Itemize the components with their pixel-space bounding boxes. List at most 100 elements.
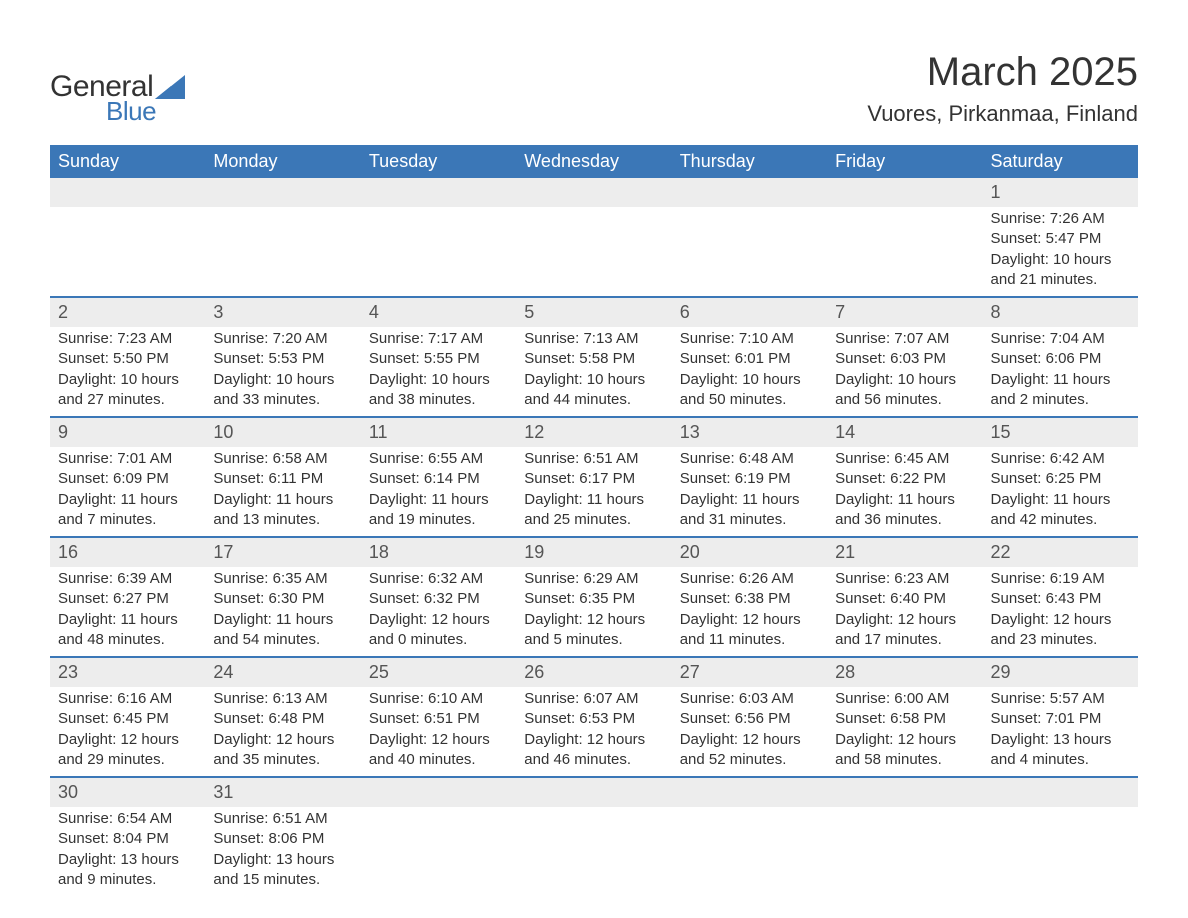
detail-line: Sunrise: 7:23 AM	[58, 329, 197, 349]
detail-line: Daylight: 10 hours and 44 minutes.	[524, 370, 663, 411]
detail-line: Daylight: 12 hours and 5 minutes.	[524, 610, 663, 651]
day-number	[672, 777, 827, 807]
detail-line: Sunrise: 5:57 AM	[991, 689, 1130, 709]
detail-line: Sunrise: 7:13 AM	[524, 329, 663, 349]
day-details: Sunrise: 6:42 AMSunset: 6:25 PMDaylight:…	[983, 447, 1138, 537]
day-number: 14	[827, 417, 982, 447]
detail-line: Sunrise: 6:29 AM	[524, 569, 663, 589]
day-number	[361, 178, 516, 207]
day-details: Sunrise: 7:26 AMSunset: 5:47 PMDaylight:…	[983, 207, 1138, 297]
details-row: Sunrise: 7:01 AMSunset: 6:09 PMDaylight:…	[50, 447, 1138, 537]
day-number: 4	[361, 297, 516, 327]
detail-line: Daylight: 11 hours and 31 minutes.	[680, 490, 819, 531]
details-row: Sunrise: 7:23 AMSunset: 5:50 PMDaylight:…	[50, 327, 1138, 417]
detail-line: Daylight: 10 hours and 27 minutes.	[58, 370, 197, 411]
detail-line: Sunrise: 6:10 AM	[369, 689, 508, 709]
detail-line: Daylight: 12 hours and 11 minutes.	[680, 610, 819, 651]
day-number: 12	[516, 417, 671, 447]
detail-line: Sunset: 6:06 PM	[991, 349, 1130, 369]
detail-line: Sunrise: 6:07 AM	[524, 689, 663, 709]
detail-line: Sunset: 6:43 PM	[991, 589, 1130, 609]
day-details: Sunrise: 6:13 AMSunset: 6:48 PMDaylight:…	[205, 687, 360, 777]
day-details: Sunrise: 6:58 AMSunset: 6:11 PMDaylight:…	[205, 447, 360, 537]
day-header: Thursday	[672, 145, 827, 178]
detail-line: Sunset: 6:56 PM	[680, 709, 819, 729]
day-details: Sunrise: 6:51 AMSunset: 8:06 PMDaylight:…	[205, 807, 360, 896]
day-details: Sunrise: 6:32 AMSunset: 6:32 PMDaylight:…	[361, 567, 516, 657]
daynum-row: 2345678	[50, 297, 1138, 327]
day-number: 20	[672, 537, 827, 567]
detail-line: Sunset: 6:38 PM	[680, 589, 819, 609]
day-details: Sunrise: 7:07 AMSunset: 6:03 PMDaylight:…	[827, 327, 982, 417]
detail-line: Sunset: 5:55 PM	[369, 349, 508, 369]
day-number: 19	[516, 537, 671, 567]
day-number: 2	[50, 297, 205, 327]
day-number: 23	[50, 657, 205, 687]
day-number	[827, 178, 982, 207]
detail-line: Sunrise: 6:45 AM	[835, 449, 974, 469]
day-number: 21	[827, 537, 982, 567]
detail-line: Sunrise: 6:19 AM	[991, 569, 1130, 589]
day-details: Sunrise: 7:10 AMSunset: 6:01 PMDaylight:…	[672, 327, 827, 417]
day-details: Sunrise: 6:23 AMSunset: 6:40 PMDaylight:…	[827, 567, 982, 657]
logo-text-bottom: Blue	[106, 96, 185, 127]
day-details: Sunrise: 7:13 AMSunset: 5:58 PMDaylight:…	[516, 327, 671, 417]
detail-line: Sunset: 6:22 PM	[835, 469, 974, 489]
detail-line: Sunset: 6:48 PM	[213, 709, 352, 729]
detail-line: Daylight: 12 hours and 58 minutes.	[835, 730, 974, 771]
detail-line: Sunrise: 7:10 AM	[680, 329, 819, 349]
day-header: Monday	[205, 145, 360, 178]
calendar-body: 1Sunrise: 7:26 AMSunset: 5:47 PMDaylight…	[50, 178, 1138, 896]
day-number: 9	[50, 417, 205, 447]
detail-line: Sunrise: 6:51 AM	[213, 809, 352, 829]
day-header-row: Sunday Monday Tuesday Wednesday Thursday…	[50, 145, 1138, 178]
day-header: Friday	[827, 145, 982, 178]
detail-line: Sunrise: 6:00 AM	[835, 689, 974, 709]
day-number: 29	[983, 657, 1138, 687]
detail-line: Sunrise: 7:01 AM	[58, 449, 197, 469]
day-number: 3	[205, 297, 360, 327]
detail-line: Sunrise: 6:51 AM	[524, 449, 663, 469]
detail-line: Daylight: 11 hours and 7 minutes.	[58, 490, 197, 531]
detail-line: Daylight: 12 hours and 17 minutes.	[835, 610, 974, 651]
day-number	[516, 777, 671, 807]
day-number: 1	[983, 178, 1138, 207]
detail-line: Daylight: 10 hours and 21 minutes.	[991, 250, 1130, 291]
location: Vuores, Pirkanmaa, Finland	[867, 101, 1138, 127]
detail-line: Sunrise: 6:03 AM	[680, 689, 819, 709]
day-number: 17	[205, 537, 360, 567]
detail-line: Sunset: 6:45 PM	[58, 709, 197, 729]
day-number: 24	[205, 657, 360, 687]
title-block: March 2025 Vuores, Pirkanmaa, Finland	[867, 50, 1138, 127]
detail-line: Daylight: 10 hours and 33 minutes.	[213, 370, 352, 411]
day-details: Sunrise: 6:07 AMSunset: 6:53 PMDaylight:…	[516, 687, 671, 777]
day-number	[983, 777, 1138, 807]
day-details: Sunrise: 6:54 AMSunset: 8:04 PMDaylight:…	[50, 807, 205, 896]
day-number: 18	[361, 537, 516, 567]
detail-line: Sunset: 6:19 PM	[680, 469, 819, 489]
detail-line: Sunset: 6:32 PM	[369, 589, 508, 609]
detail-line: Daylight: 13 hours and 4 minutes.	[991, 730, 1130, 771]
detail-line: Sunset: 6:53 PM	[524, 709, 663, 729]
detail-line: Daylight: 12 hours and 46 minutes.	[524, 730, 663, 771]
day-number	[205, 178, 360, 207]
detail-line: Daylight: 12 hours and 0 minutes.	[369, 610, 508, 651]
day-number: 15	[983, 417, 1138, 447]
day-header: Saturday	[983, 145, 1138, 178]
detail-line: Sunrise: 6:54 AM	[58, 809, 197, 829]
detail-line: Sunrise: 6:26 AM	[680, 569, 819, 589]
day-number: 25	[361, 657, 516, 687]
day-details: Sunrise: 5:57 AMSunset: 7:01 PMDaylight:…	[983, 687, 1138, 777]
day-number: 31	[205, 777, 360, 807]
detail-line: Sunrise: 7:20 AM	[213, 329, 352, 349]
detail-line: Sunrise: 6:32 AM	[369, 569, 508, 589]
day-number: 28	[827, 657, 982, 687]
detail-line: Sunset: 6:14 PM	[369, 469, 508, 489]
detail-line: Daylight: 11 hours and 19 minutes.	[369, 490, 508, 531]
detail-line: Daylight: 12 hours and 35 minutes.	[213, 730, 352, 771]
day-details	[672, 807, 827, 896]
day-details: Sunrise: 6:26 AMSunset: 6:38 PMDaylight:…	[672, 567, 827, 657]
month-title: March 2025	[867, 50, 1138, 95]
detail-line: Sunrise: 6:23 AM	[835, 569, 974, 589]
detail-line: Daylight: 13 hours and 15 minutes.	[213, 850, 352, 891]
